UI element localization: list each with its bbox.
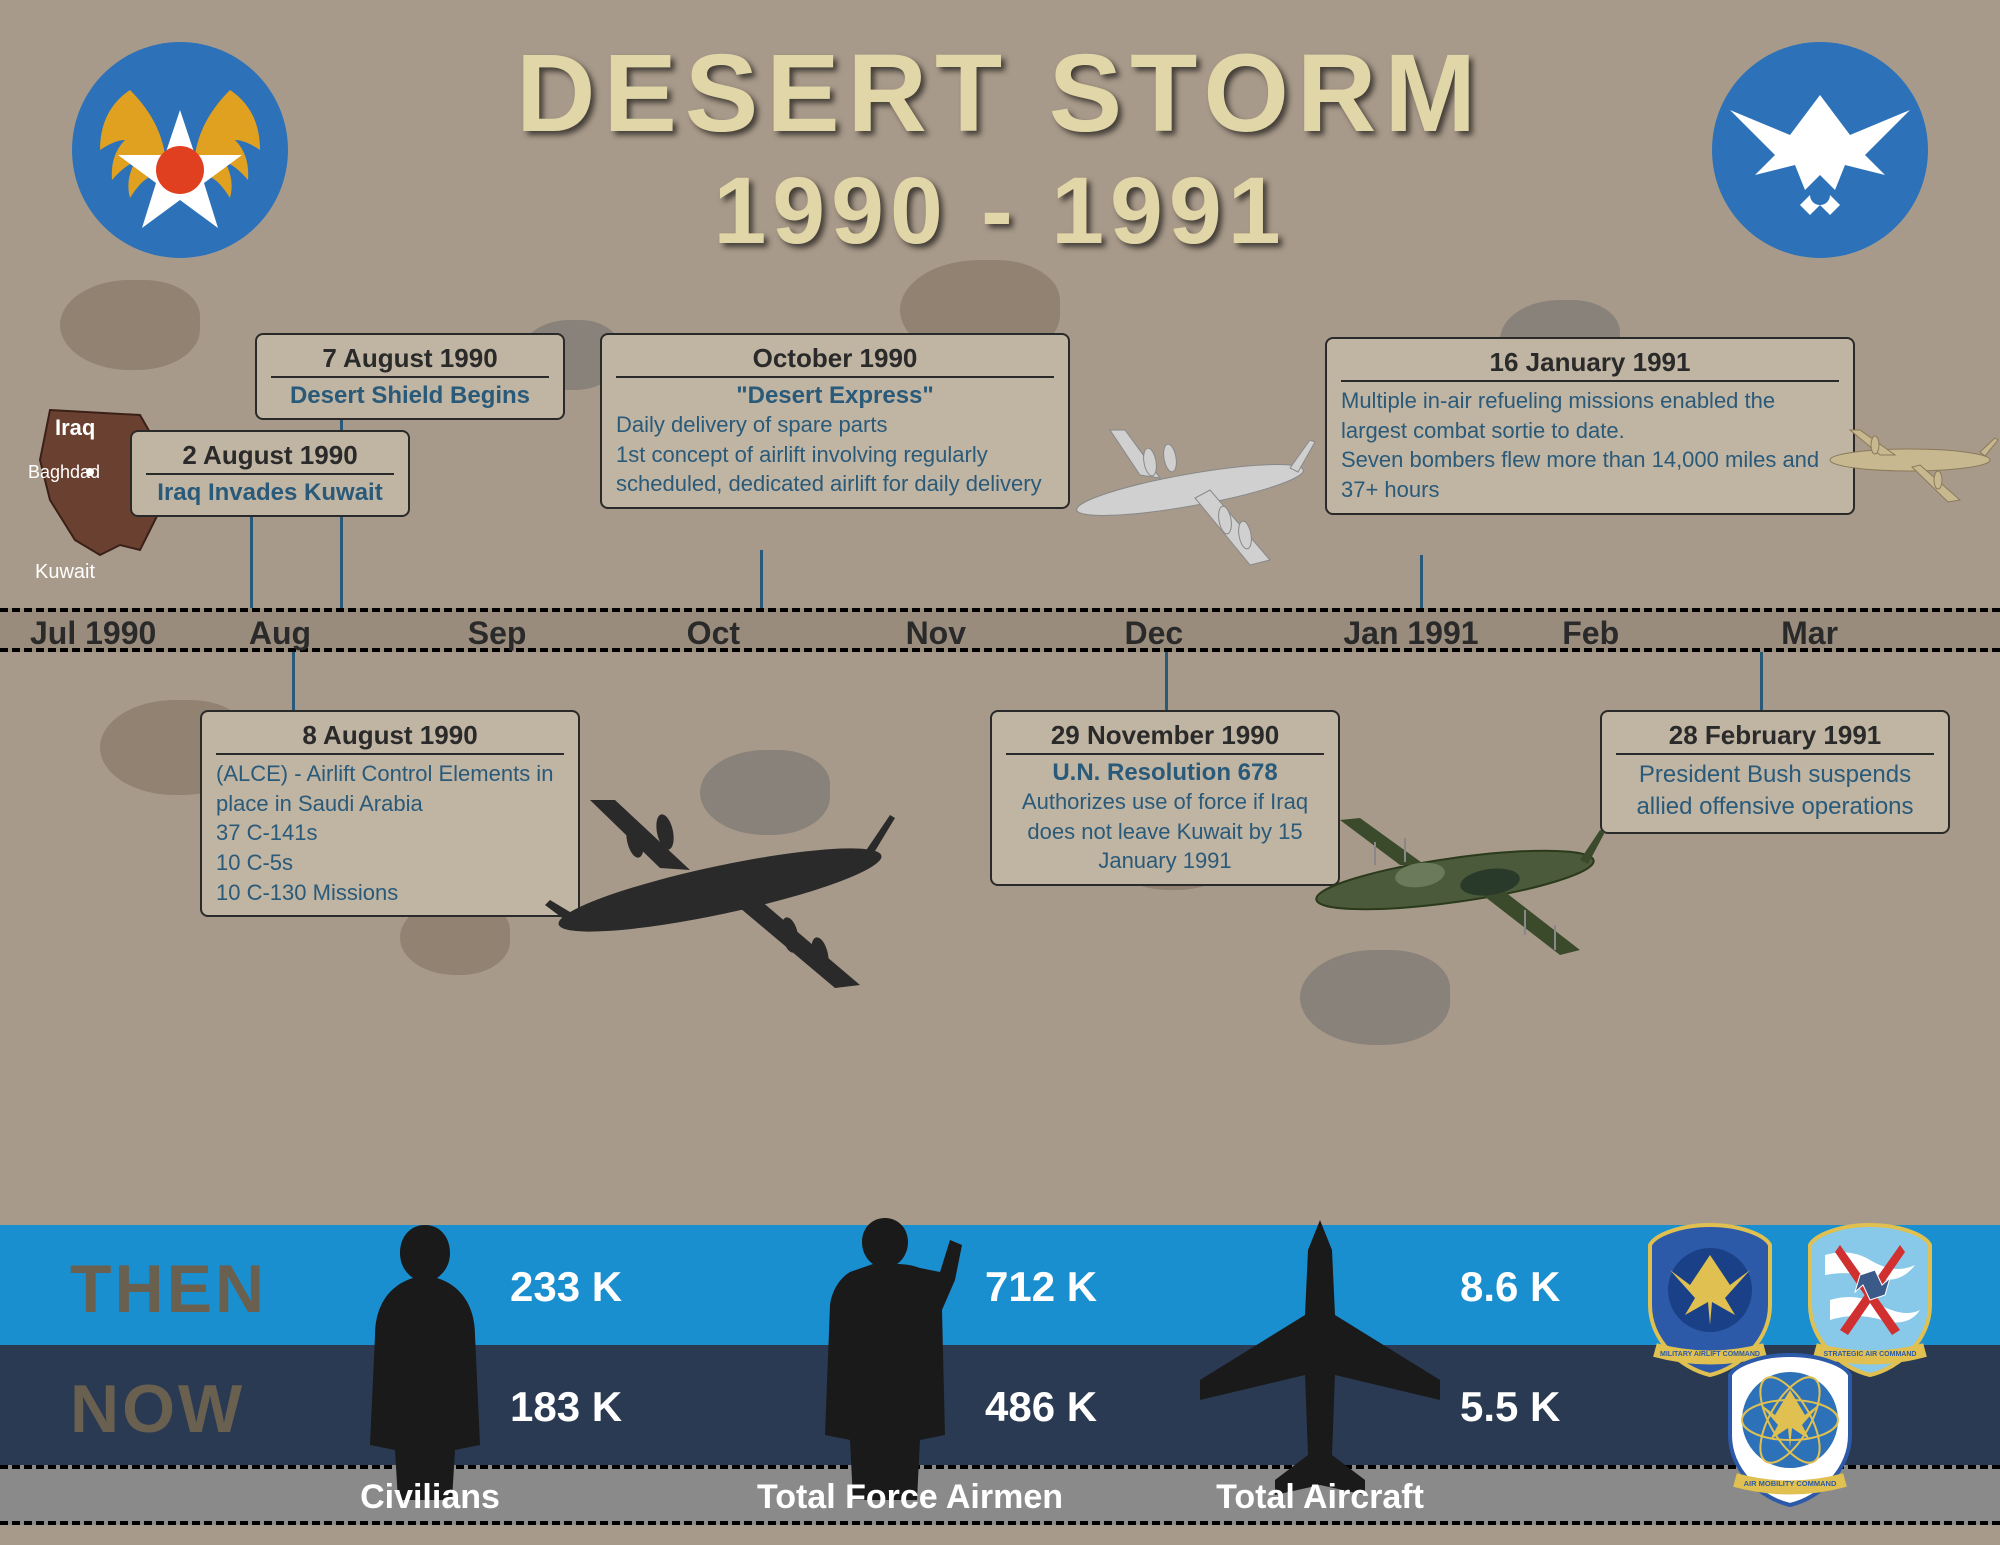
- map-iraq-label: Iraq: [55, 415, 95, 440]
- month-label: Nov: [891, 615, 1110, 652]
- civilian-silhouette: [340, 1215, 510, 1505]
- month-label: Jul 1990: [15, 615, 234, 652]
- event-date: 29 November 1990: [1006, 720, 1324, 755]
- aircraft-label: Total Aircraft: [1170, 1478, 1470, 1517]
- month-label: Sep: [453, 615, 672, 652]
- civilians-now: 183 K: [510, 1383, 622, 1431]
- month-label: Mar: [1766, 615, 1985, 652]
- camo-spot: [60, 280, 200, 370]
- now-label: NOW: [70, 1370, 245, 1448]
- airman-silhouette: [790, 1210, 980, 1505]
- event-body: (ALCE) - Airlift Control Elements in pla…: [216, 759, 564, 907]
- event-body: Authorizes use of force if Iraq does not…: [1006, 787, 1324, 876]
- civilians-then: 233 K: [510, 1263, 622, 1311]
- connector: [292, 652, 295, 710]
- aircraft-c141: [1050, 390, 1330, 610]
- event-alce: 8 August 1990 (ALCE) - Airlift Control E…: [200, 710, 580, 917]
- title-block: DESERT STORM 1990 - 1991: [0, 30, 2000, 266]
- airmen-then: 712 K: [985, 1263, 1097, 1311]
- aircraft-then: 8.6 K: [1460, 1263, 1560, 1311]
- connector: [1165, 652, 1168, 710]
- connector: [1760, 652, 1763, 710]
- event-body: President Bush suspends allied offensive…: [1616, 759, 1934, 824]
- connector: [760, 550, 763, 608]
- aircraft-c5: [540, 760, 900, 990]
- svg-text:AIR MOBILITY COMMAND: AIR MOBILITY COMMAND: [1744, 1479, 1837, 1488]
- event-date: October 1990: [616, 343, 1054, 378]
- event-date: 8 August 1990: [216, 720, 564, 755]
- month-label: Oct: [672, 615, 891, 652]
- then-label: THEN: [70, 1250, 267, 1328]
- event-un-resolution: 29 November 1990 U.N. Resolution 678 Aut…: [990, 710, 1340, 886]
- aircraft-tanker: [1820, 400, 2000, 520]
- connector: [250, 505, 253, 608]
- amc-shield: AIR MOBILITY COMMAND: [1720, 1350, 1860, 1510]
- event-desert-express: October 1990 "Desert Express" Daily deli…: [600, 333, 1070, 509]
- map-kuwait-label: Kuwait: [35, 561, 95, 583]
- event-body: Multiple in-air refueling missions enabl…: [1341, 386, 1839, 505]
- month-labels: Jul 1990 Aug Sep Oct Nov Dec Jan 1991 Fe…: [0, 615, 2000, 652]
- event-date: 7 August 1990: [271, 343, 549, 378]
- month-label: Dec: [1109, 615, 1328, 652]
- aircraft-now: 5.5 K: [1460, 1383, 1560, 1431]
- map-baghdad-label: Baghdad: [28, 462, 100, 482]
- event-bush-suspends: 28 February 1991 President Bush suspends…: [1600, 710, 1950, 834]
- aircraft-c130: [1300, 770, 1610, 970]
- event-date: 28 February 1991: [1616, 720, 1934, 755]
- event-subtitle: "Desert Express": [616, 382, 1054, 410]
- event-subtitle: U.N. Resolution 678: [1006, 759, 1324, 787]
- event-date: 2 August 1990: [146, 440, 394, 475]
- bottom-section: THEN NOW 233 K 183 K Civilians 712 K 486…: [0, 1225, 2000, 1525]
- month-label: Jan 1991: [1328, 615, 1547, 652]
- event-refueling: 16 January 1991 Multiple in-air refuelin…: [1325, 337, 1855, 515]
- event-desert-shield: 7 August 1990 Desert Shield Begins: [255, 333, 565, 420]
- event-iraq-invades: 2 August 1990 Iraq Invades Kuwait: [130, 430, 410, 517]
- event-title: Iraq Invades Kuwait: [146, 479, 394, 507]
- sub-title: 1990 - 1991: [0, 157, 2000, 266]
- event-body: Daily delivery of spare parts 1st concep…: [616, 410, 1054, 499]
- airmen-now: 486 K: [985, 1383, 1097, 1431]
- month-label: Feb: [1547, 615, 1766, 652]
- aircraft-silhouette: [1190, 1215, 1450, 1505]
- event-date: 16 January 1991: [1341, 347, 1839, 382]
- civilians-label: Civilians: [330, 1478, 530, 1517]
- airmen-label: Total Force Airmen: [750, 1478, 1070, 1517]
- month-label: Aug: [234, 615, 453, 652]
- connector: [1420, 555, 1423, 608]
- event-title: Desert Shield Begins: [271, 382, 549, 410]
- main-title: DESERT STORM: [0, 30, 2000, 157]
